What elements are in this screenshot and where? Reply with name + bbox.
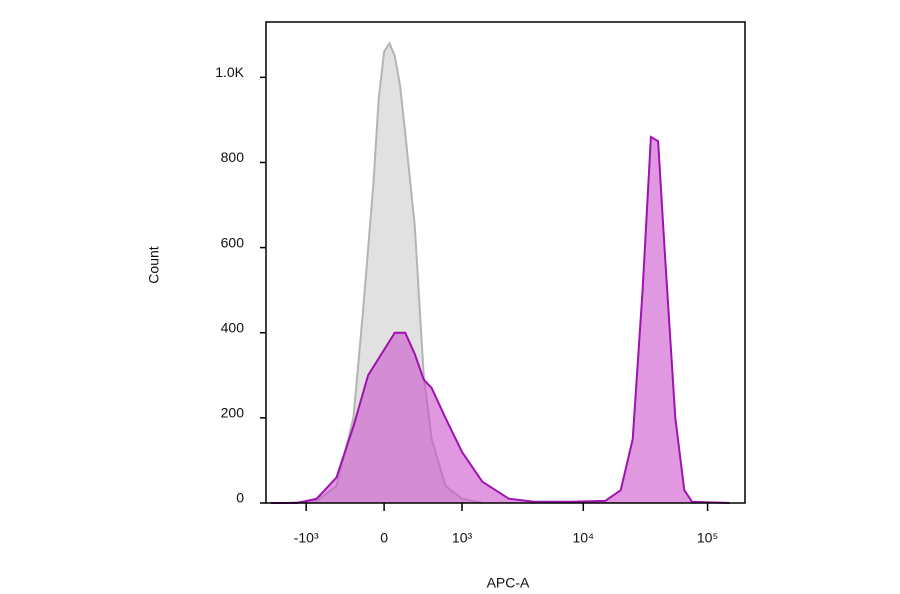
y-tick-label: 800 [221,149,245,165]
histogram-area [285,43,483,504]
y-tick-label: 400 [221,319,245,335]
y-tick-label: 1.0K [215,64,244,80]
histogram-line [271,135,730,504]
x-tick-label: 0 [380,530,388,546]
x-tick-label: 10⁴ [572,530,594,546]
y-tick-label: 600 [221,234,245,250]
x-tick-label: -10³ [294,530,319,546]
x-tick-label: 10³ [452,530,473,546]
y-tick-label: 0 [236,490,244,506]
x-tick-label: 10⁵ [697,530,718,546]
plot-frame [265,21,746,504]
y-tick-label: 200 [221,405,245,421]
y-axis-label: Count [146,246,162,283]
x-axis-label: APC-A [487,575,530,591]
histogram-area [271,136,730,503]
